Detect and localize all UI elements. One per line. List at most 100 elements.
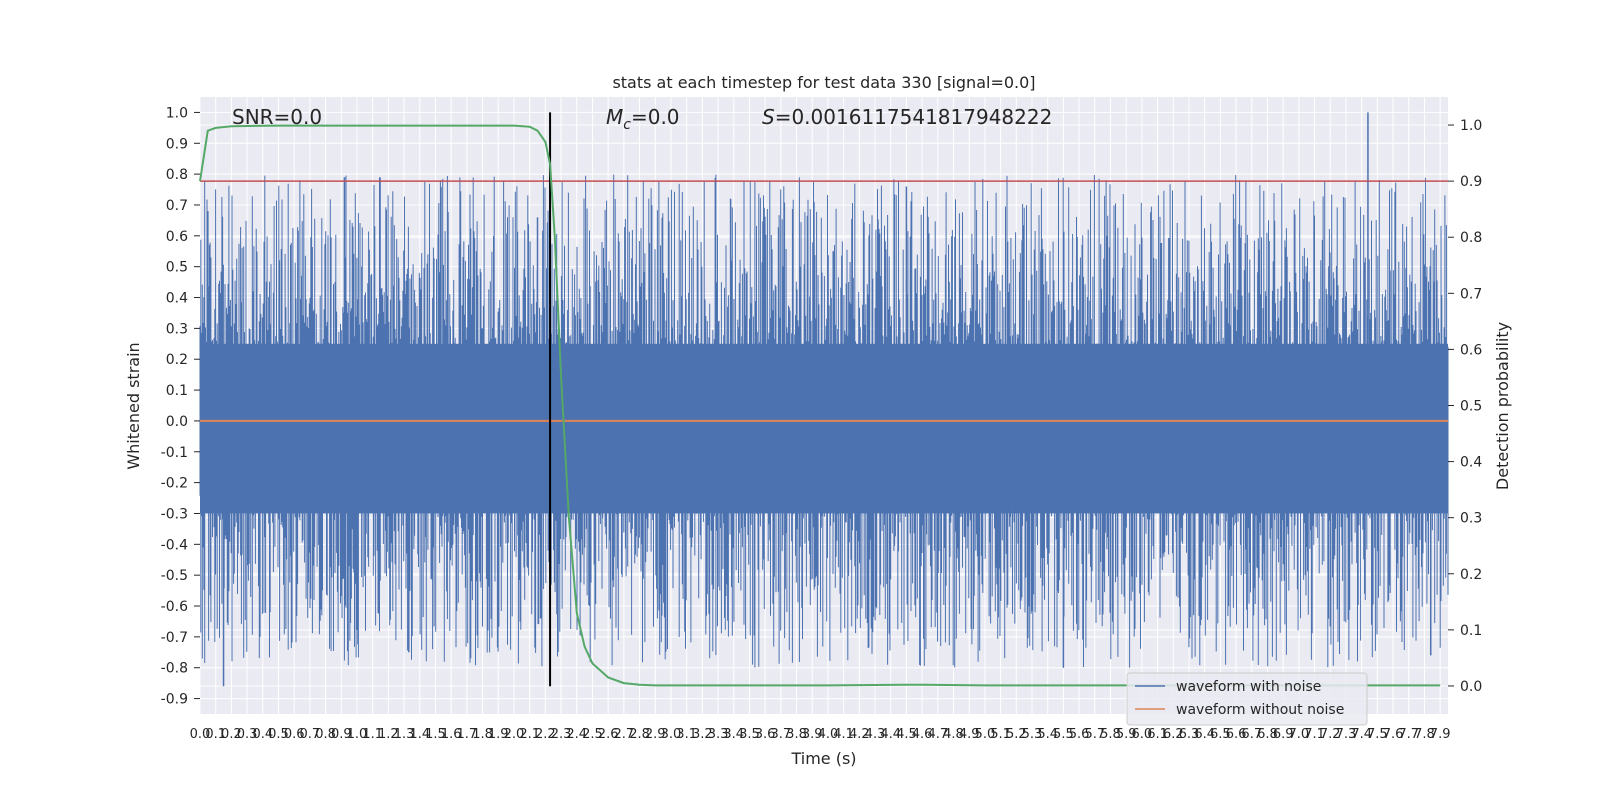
y-left-tick-label: 0.2 (166, 352, 188, 368)
x-tick-label: 3.0 (661, 727, 682, 742)
chirp-mass-annotation: Mc=0.0 (606, 105, 680, 133)
x-tick-label: 4.8 (943, 727, 964, 742)
x-axis-label: Time (s) (790, 749, 856, 768)
x-tick-label: 0.2 (221, 727, 242, 742)
legend-box (1126, 672, 1368, 726)
x-tick-label: 0.8 (315, 727, 336, 742)
x-tick-label: 5.4 (1037, 727, 1058, 742)
snr-annotation: SNR=0.0 (232, 105, 322, 129)
x-tick-label: 5.7 (1084, 727, 1105, 742)
x-tick-label: 2.2 (535, 727, 556, 742)
noise-waveform-trace (199, 174, 1449, 668)
y-left-tick-label: 0.6 (166, 229, 188, 245)
x-tick-label: 5.6 (1069, 727, 1090, 742)
x-tick-label: 2.7 (614, 727, 635, 742)
x-tick-label: 6.2 (1163, 727, 1184, 742)
chart-title: stats at each timestep for test data 330… (612, 73, 1035, 92)
y-left-tick-label: -0.4 (161, 537, 188, 553)
x-tick-label: 2.5 (582, 727, 603, 742)
y-left-tick-label: -0.2 (161, 476, 188, 492)
x-tick-label: 5.1 (990, 727, 1011, 742)
x-tick-label: 7.2 (1320, 727, 1341, 742)
x-tick-label: 5.5 (1053, 727, 1074, 742)
x-tick-label: 6.8 (1257, 727, 1278, 742)
x-tick-label: 3.3 (708, 727, 729, 742)
y-left-tick-label: 0.0 (166, 414, 188, 430)
x-tick-label: 5.0 (975, 727, 996, 742)
x-tick-label: 2.1 (519, 727, 540, 742)
x-tick-label: 6.9 (1273, 727, 1294, 742)
y-right-tick-label: 0.9 (1460, 174, 1482, 190)
x-tick-label: 7.4 (1351, 727, 1372, 742)
x-tick-label: 2.8 (629, 727, 650, 742)
x-tick-label: 4.1 (833, 727, 854, 742)
x-tick-label: 4.9 (959, 727, 980, 742)
y-left-tick-label: -0.5 (161, 568, 188, 584)
x-tick-label: 4.2 (849, 727, 870, 742)
x-tick-label: 3.9 (802, 727, 823, 742)
statistic-annotation: S=0.0016117541817948222 (762, 105, 1052, 129)
x-tick-label: 0.5 (268, 727, 289, 742)
x-tick-label: 6.1 (1147, 727, 1168, 742)
x-tick-label: 7.0 (1289, 727, 1310, 742)
y-right-tick-label: 0.7 (1460, 286, 1482, 302)
mc-symbol: M (606, 105, 623, 129)
x-tick-label: 6.7 (1241, 727, 1262, 742)
x-tick-label: 4.5 (896, 727, 917, 742)
x-tick-label: 6.3 (1179, 727, 1200, 742)
y-left-tick-label: 0.5 (166, 260, 188, 276)
x-tick-label: 3.2 (692, 727, 713, 742)
y-right-tick-label: 0.8 (1460, 230, 1482, 246)
y-left-tick-label: -0.6 (161, 599, 188, 615)
x-tick-label: 1.0 (347, 727, 368, 742)
x-tick-label: 1.5 (425, 727, 446, 742)
y-right-tick-label: 0.2 (1460, 567, 1482, 583)
legend: waveform with noise waveform without noi… (1126, 672, 1368, 726)
x-tick-label: 7.6 (1383, 727, 1404, 742)
y-left-tick-label: 0.3 (166, 321, 188, 337)
x-tick-label: 0.1 (205, 727, 226, 742)
x-tick-label: 5.2 (1006, 727, 1027, 742)
x-tick-label: 2.3 (551, 727, 572, 742)
x-tick-label: 4.4 (880, 727, 901, 742)
y-left-tick-label: -0.1 (161, 445, 188, 461)
y-right-tick-label: 1.0 (1460, 118, 1482, 134)
y-right-tick-label: 0.1 (1460, 623, 1482, 639)
x-tick-label: 4.0 (818, 727, 839, 742)
y-left-tick-label: -0.8 (161, 661, 188, 677)
y-left-tick-label: 0.7 (166, 198, 188, 214)
y-left-tick-label: 0.9 (166, 136, 188, 152)
axis-ticks: 0.00.10.20.30.40.50.60.70.80.91.01.11.21… (161, 105, 1483, 742)
x-tick-label: 6.0 (1132, 727, 1153, 742)
x-tick-label: 0.4 (252, 727, 273, 742)
x-tick-label: 1.6 (441, 727, 462, 742)
x-tick-label: 3.6 (755, 727, 776, 742)
x-tick-label: 3.5 (739, 727, 760, 742)
x-tick-label: 7.1 (1304, 727, 1325, 742)
y-right-tick-label: 0.6 (1460, 342, 1482, 358)
y-right-tick-label: 0.0 (1460, 679, 1482, 695)
x-tick-label: 4.6 (912, 727, 933, 742)
legend-label-noise: waveform with noise (1176, 679, 1321, 695)
x-tick-label: 7.9 (1430, 727, 1451, 742)
x-tick-label: 3.1 (676, 727, 697, 742)
y-left-tick-label: 0.4 (166, 291, 188, 307)
x-tick-label: 1.4 (409, 727, 430, 742)
y-right-tick-label: 0.5 (1460, 399, 1482, 415)
x-tick-label: 3.7 (770, 727, 791, 742)
x-tick-label: 7.5 (1367, 727, 1388, 742)
detection-probability-line (199, 124, 1441, 687)
x-tick-label: 0.7 (300, 727, 321, 742)
y-left-tick-label: 0.1 (166, 383, 188, 399)
y-right-tick-label: 0.4 (1460, 455, 1482, 471)
x-tick-label: 5.8 (1100, 727, 1121, 742)
x-tick-label: 3.4 (723, 727, 744, 742)
x-tick-label: 2.6 (598, 727, 619, 742)
x-tick-label: 1.8 (472, 727, 493, 742)
x-tick-label: 0.3 (237, 727, 258, 742)
line-series (199, 112, 1448, 687)
x-tick-label: 1.7 (457, 727, 478, 742)
mc-value: =0.0 (631, 105, 680, 129)
x-tick-label: 2.9 (645, 727, 666, 742)
